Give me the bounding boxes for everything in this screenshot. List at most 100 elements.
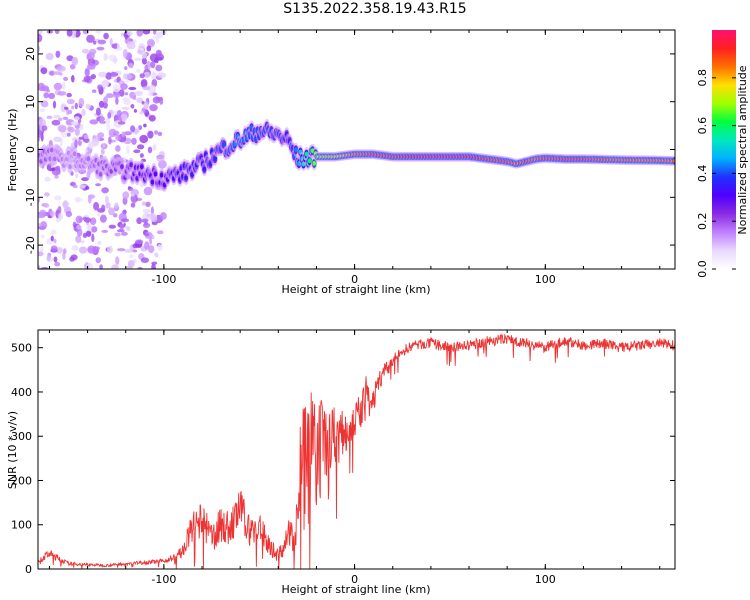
spectrogram-noise-cell <box>136 217 142 225</box>
spectrogram-noise-cell <box>115 134 121 141</box>
spectrogram-noise-cell <box>134 90 144 97</box>
spectrogram-noise-cell <box>151 234 155 240</box>
spectrogram-noise-cell <box>87 63 96 70</box>
spectrogram-y-axis-label: Frequency (Hz) <box>6 109 19 192</box>
spectrogram-noise-cell <box>40 67 48 75</box>
spectrogram-noise-cell <box>152 35 162 40</box>
spectrogram-noise-cell <box>132 243 140 249</box>
spectrogram-noise-cell <box>95 183 102 187</box>
spectrogram-noise-cell <box>90 74 97 80</box>
spectrogram-noise-cell <box>100 148 105 155</box>
spectrogram-noise-cell <box>78 97 85 107</box>
spectrogram-noise-cell <box>143 123 147 128</box>
spectrogram-noise-cell <box>66 55 74 62</box>
spectrogram-noise-cell <box>63 248 67 255</box>
spectrogram-noise-cell <box>139 153 144 158</box>
spectrogram-noise-cell <box>136 30 143 37</box>
spectrogram-noise-cell <box>152 96 161 104</box>
spectrogram-noise-cell <box>85 186 90 190</box>
spectrogram-core <box>307 158 312 164</box>
spectrogram-noise-cell <box>54 175 59 179</box>
spectrogram-noise-cell <box>65 211 73 218</box>
snr-y-tick-label: 200 <box>11 474 32 487</box>
spectrogram-noise-cell <box>157 72 167 78</box>
spectrogram-noise-cell <box>99 264 103 269</box>
spectrogram-noise-cell <box>66 132 71 137</box>
spectrogram-noise-cell <box>46 254 51 262</box>
spectrogram-core <box>294 147 298 153</box>
spectrogram-noise-cell <box>101 187 109 194</box>
spectrogram-noise-cell <box>122 48 128 58</box>
spectrogram-noise-cell <box>71 245 79 252</box>
spectrogram-noise-cell <box>75 235 82 243</box>
spectrogram-noise-cell <box>72 184 78 189</box>
spectrogram-noise-cell <box>83 134 89 140</box>
spectrogram-noise-cell <box>38 223 42 228</box>
spectrogram-noise-cell <box>130 125 136 133</box>
spectrogram-noise-cell <box>50 229 57 235</box>
spectrogram-noise-cell <box>147 130 154 139</box>
spectrogram-noise-cell <box>86 52 95 60</box>
spectrogram-noise-cell <box>104 195 109 204</box>
spectrogram-noise-cell <box>142 51 147 59</box>
spectrogram-noise-cell <box>95 30 102 34</box>
spectrogram-noise-cell <box>109 38 113 46</box>
snr-x-tick-label: -100 <box>151 573 176 586</box>
spectrogram-y-tick-label: 20 <box>24 47 37 61</box>
spectrogram-core <box>184 175 188 181</box>
spectrogram-noise-cell <box>155 49 162 57</box>
spectrogram-noise-cell <box>113 130 120 136</box>
spectrogram-x-tick-label: 100 <box>535 273 556 286</box>
snr-frame <box>37 329 676 570</box>
spectrogram-noise-cell <box>155 38 160 44</box>
spectrogram-noise-cell <box>160 212 167 220</box>
spectrogram-noise-cell <box>93 40 97 45</box>
spectrogram-noise-cell <box>151 263 156 269</box>
spectrogram-noise-cell <box>131 137 137 145</box>
spectrogram-noise-cell <box>149 104 158 112</box>
spectrogram-noise-cell <box>100 115 105 124</box>
spectrogram-noise-cell <box>87 195 92 204</box>
spectrogram-noise-cell <box>71 137 80 142</box>
spectrogram-noise-cell <box>38 265 41 269</box>
spectrogram-noise-cell <box>58 213 64 221</box>
spectrogram-core <box>672 159 675 163</box>
snr-x-tick-label: 0 <box>351 573 358 586</box>
spectrogram-noise-cell <box>53 256 58 263</box>
spectrogram-noise-cell <box>86 34 95 43</box>
spectrogram-noise-cell <box>124 249 134 254</box>
spectrogram-noise-cell <box>157 131 163 137</box>
spectrogram-noise-cell <box>78 136 85 140</box>
snr-y-tick-label: 400 <box>11 386 32 399</box>
spectrogram-noise-cell <box>120 83 128 90</box>
spectrogram-noise-cell <box>76 224 82 230</box>
spectrogram-noise-cell <box>74 127 80 136</box>
spectrogram-core <box>213 156 217 162</box>
spectrogram-noise-cell <box>122 97 130 102</box>
spectrogram-noise-cell <box>130 104 135 109</box>
spectrogram-noise-cell <box>58 125 67 133</box>
spectrogram-noise-cell <box>148 245 155 254</box>
spectrogram-noise-cell <box>142 208 151 214</box>
spectrogram-noise-cell <box>126 40 136 50</box>
spectrogram-noise-cell <box>75 215 83 224</box>
spectrogram-noise-cell <box>117 121 126 125</box>
spectrogram-noise-cell <box>146 92 154 97</box>
spectrogram-noise-cell <box>148 114 156 122</box>
spectrogram-x-tick-label: 0 <box>351 273 358 286</box>
spectrogram-noise-cell <box>154 252 159 258</box>
spectrogram-noise-cell <box>40 246 44 253</box>
spectrogram-noise-cell <box>81 48 90 54</box>
spectrogram-noise-cell <box>108 207 115 216</box>
spectrogram-noise-cell <box>58 117 63 122</box>
spectrogram-noise-cell <box>157 244 163 252</box>
spectrogram-noise-cell <box>91 89 97 93</box>
spectrogram-x-tick-label: -100 <box>151 273 176 286</box>
spectrogram-noise-cell <box>132 249 138 253</box>
spectrogram-noise-cell <box>112 213 118 218</box>
spectrogram-noise-cell <box>145 201 151 207</box>
snr-x-axis-label: Height of straight line (km) <box>281 583 430 596</box>
spectrogram-noise-cell <box>46 115 53 120</box>
spectrogram-noise-cell <box>115 145 121 152</box>
